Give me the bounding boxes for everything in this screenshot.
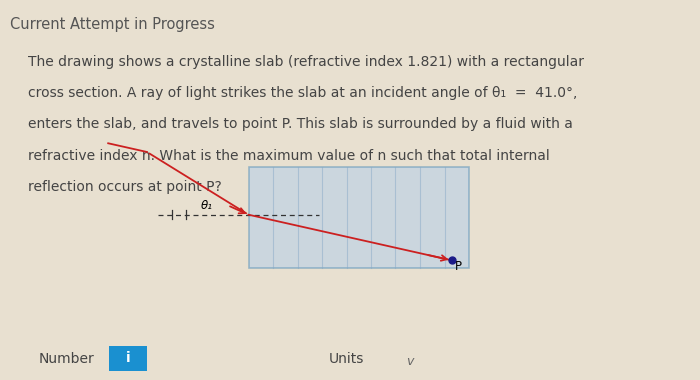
Text: v: v <box>406 355 413 368</box>
Bar <box>108 346 147 370</box>
Text: The drawing shows a crystalline slab (refractive index 1.821) with a rectangular: The drawing shows a crystalline slab (re… <box>28 55 584 69</box>
Text: enters the slab, and travels to point P. This slab is surrounded by a fluid with: enters the slab, and travels to point P.… <box>28 117 573 131</box>
Text: reflection occurs at point P?: reflection occurs at point P? <box>28 180 222 194</box>
Text: refractive index n. What is the maximum value of n such that total internal: refractive index n. What is the maximum … <box>28 149 550 163</box>
Text: cross section. A ray of light strikes the slab at an incident angle of θ₁  =  41: cross section. A ray of light strikes th… <box>28 86 578 100</box>
Text: Number: Number <box>38 352 95 366</box>
Text: θ₁: θ₁ <box>200 199 213 212</box>
Bar <box>248 167 469 268</box>
Text: Units: Units <box>329 352 364 366</box>
Text: i: i <box>125 351 130 365</box>
Text: P: P <box>455 260 462 272</box>
Text: Current Attempt in Progress: Current Attempt in Progress <box>10 17 216 32</box>
